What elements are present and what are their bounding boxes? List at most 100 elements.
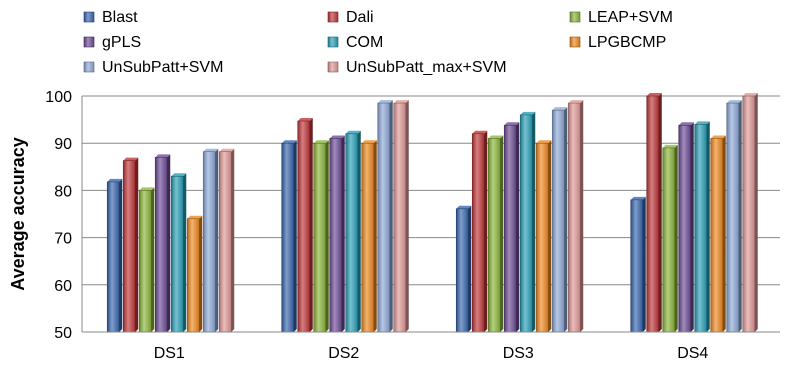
bar (154, 157, 168, 333)
bar-top (329, 135, 345, 139)
bar (170, 175, 184, 333)
bar-top (536, 140, 552, 144)
legend-label: LPGBCMP (588, 34, 666, 51)
bar-top (456, 205, 472, 209)
bar-side (135, 157, 139, 332)
bar-side (199, 215, 203, 332)
bar (329, 138, 343, 333)
legend-label: Dali (346, 9, 374, 26)
bar-top (552, 107, 568, 111)
bar-side (389, 100, 393, 332)
bar-top (187, 215, 203, 219)
bar-top (568, 100, 584, 104)
bar-top (297, 118, 313, 122)
x-tick-label: DS1 (154, 345, 185, 362)
legend-swatch (327, 11, 339, 23)
axes (81, 96, 780, 333)
bar-side (674, 144, 678, 332)
bar-top (742, 93, 758, 96)
bar (726, 102, 740, 333)
bar-top (630, 196, 646, 200)
bar (202, 151, 216, 333)
bar-top (203, 148, 219, 152)
bar-side (754, 93, 758, 332)
bar (313, 142, 327, 333)
bar (742, 95, 756, 333)
bar-side (484, 130, 488, 332)
bar-side (293, 140, 297, 332)
x-tick-labels: DS1 DS2 DS3 DS4 (154, 345, 709, 362)
bar-side (167, 154, 171, 332)
bar-side (658, 93, 662, 332)
bar-top (726, 100, 742, 104)
bar-top (281, 140, 297, 144)
y-tick-label: 100 (45, 89, 72, 106)
bar-top (155, 154, 171, 158)
bar-side (580, 100, 584, 332)
legend-swatch (83, 36, 95, 48)
x-tick-label: DS4 (677, 345, 708, 362)
legend-swatch (569, 36, 581, 48)
bar-top (393, 100, 409, 104)
bar (646, 95, 660, 333)
bar-top (488, 135, 504, 139)
bar-top (646, 93, 662, 96)
bar-side (690, 122, 694, 332)
bar-top (123, 157, 139, 161)
bar (186, 218, 200, 333)
bar (487, 138, 501, 333)
legend-label: UnSubPatt+SVM (102, 59, 223, 76)
y-tick-labels: 50 60 70 80 90 100 (45, 89, 72, 342)
y-tick-label: 60 (54, 278, 72, 295)
bar (535, 142, 549, 333)
bar (218, 151, 232, 333)
bar-side (564, 107, 568, 332)
bar-side (231, 148, 235, 332)
legend-swatch (327, 36, 339, 48)
x-tick-label: DS3 (503, 345, 534, 362)
bar (106, 181, 120, 333)
bar-top (504, 122, 520, 126)
bar-side (548, 140, 552, 332)
bar (122, 160, 136, 333)
bar-top (139, 187, 155, 191)
bar-side (738, 100, 742, 332)
bar (377, 102, 391, 333)
bar (710, 138, 724, 333)
bar (662, 147, 676, 333)
bar-top (377, 100, 393, 104)
bar-side (722, 135, 726, 332)
bar (393, 102, 407, 333)
bar (567, 102, 581, 333)
legend-swatch (83, 11, 95, 23)
legend-swatch (569, 11, 581, 23)
bar-side (119, 178, 123, 332)
bar (630, 199, 644, 333)
bar-top (694, 121, 710, 125)
bar-top (219, 148, 235, 152)
bar-side (341, 135, 345, 332)
bar-side (183, 173, 187, 332)
bar-side (468, 205, 472, 332)
bar (471, 133, 485, 333)
bar-side (405, 100, 409, 332)
y-tick-label: 80 (54, 183, 72, 200)
bar-top (313, 140, 329, 144)
bar-side (151, 187, 155, 332)
bar (281, 142, 295, 333)
bar-top (710, 135, 726, 139)
bar-side (357, 130, 361, 332)
bar-side (373, 140, 377, 332)
bar (503, 124, 517, 333)
bar-top (678, 122, 694, 126)
x-tick-label: DS2 (328, 345, 359, 362)
bar-side (642, 196, 646, 332)
bar (138, 190, 152, 333)
bar (694, 124, 708, 333)
y-tick-label: 90 (54, 136, 72, 153)
bar-side (309, 118, 313, 333)
legend-label: Blast (102, 9, 138, 26)
bar (361, 142, 375, 333)
legend-label: COM (346, 34, 383, 51)
